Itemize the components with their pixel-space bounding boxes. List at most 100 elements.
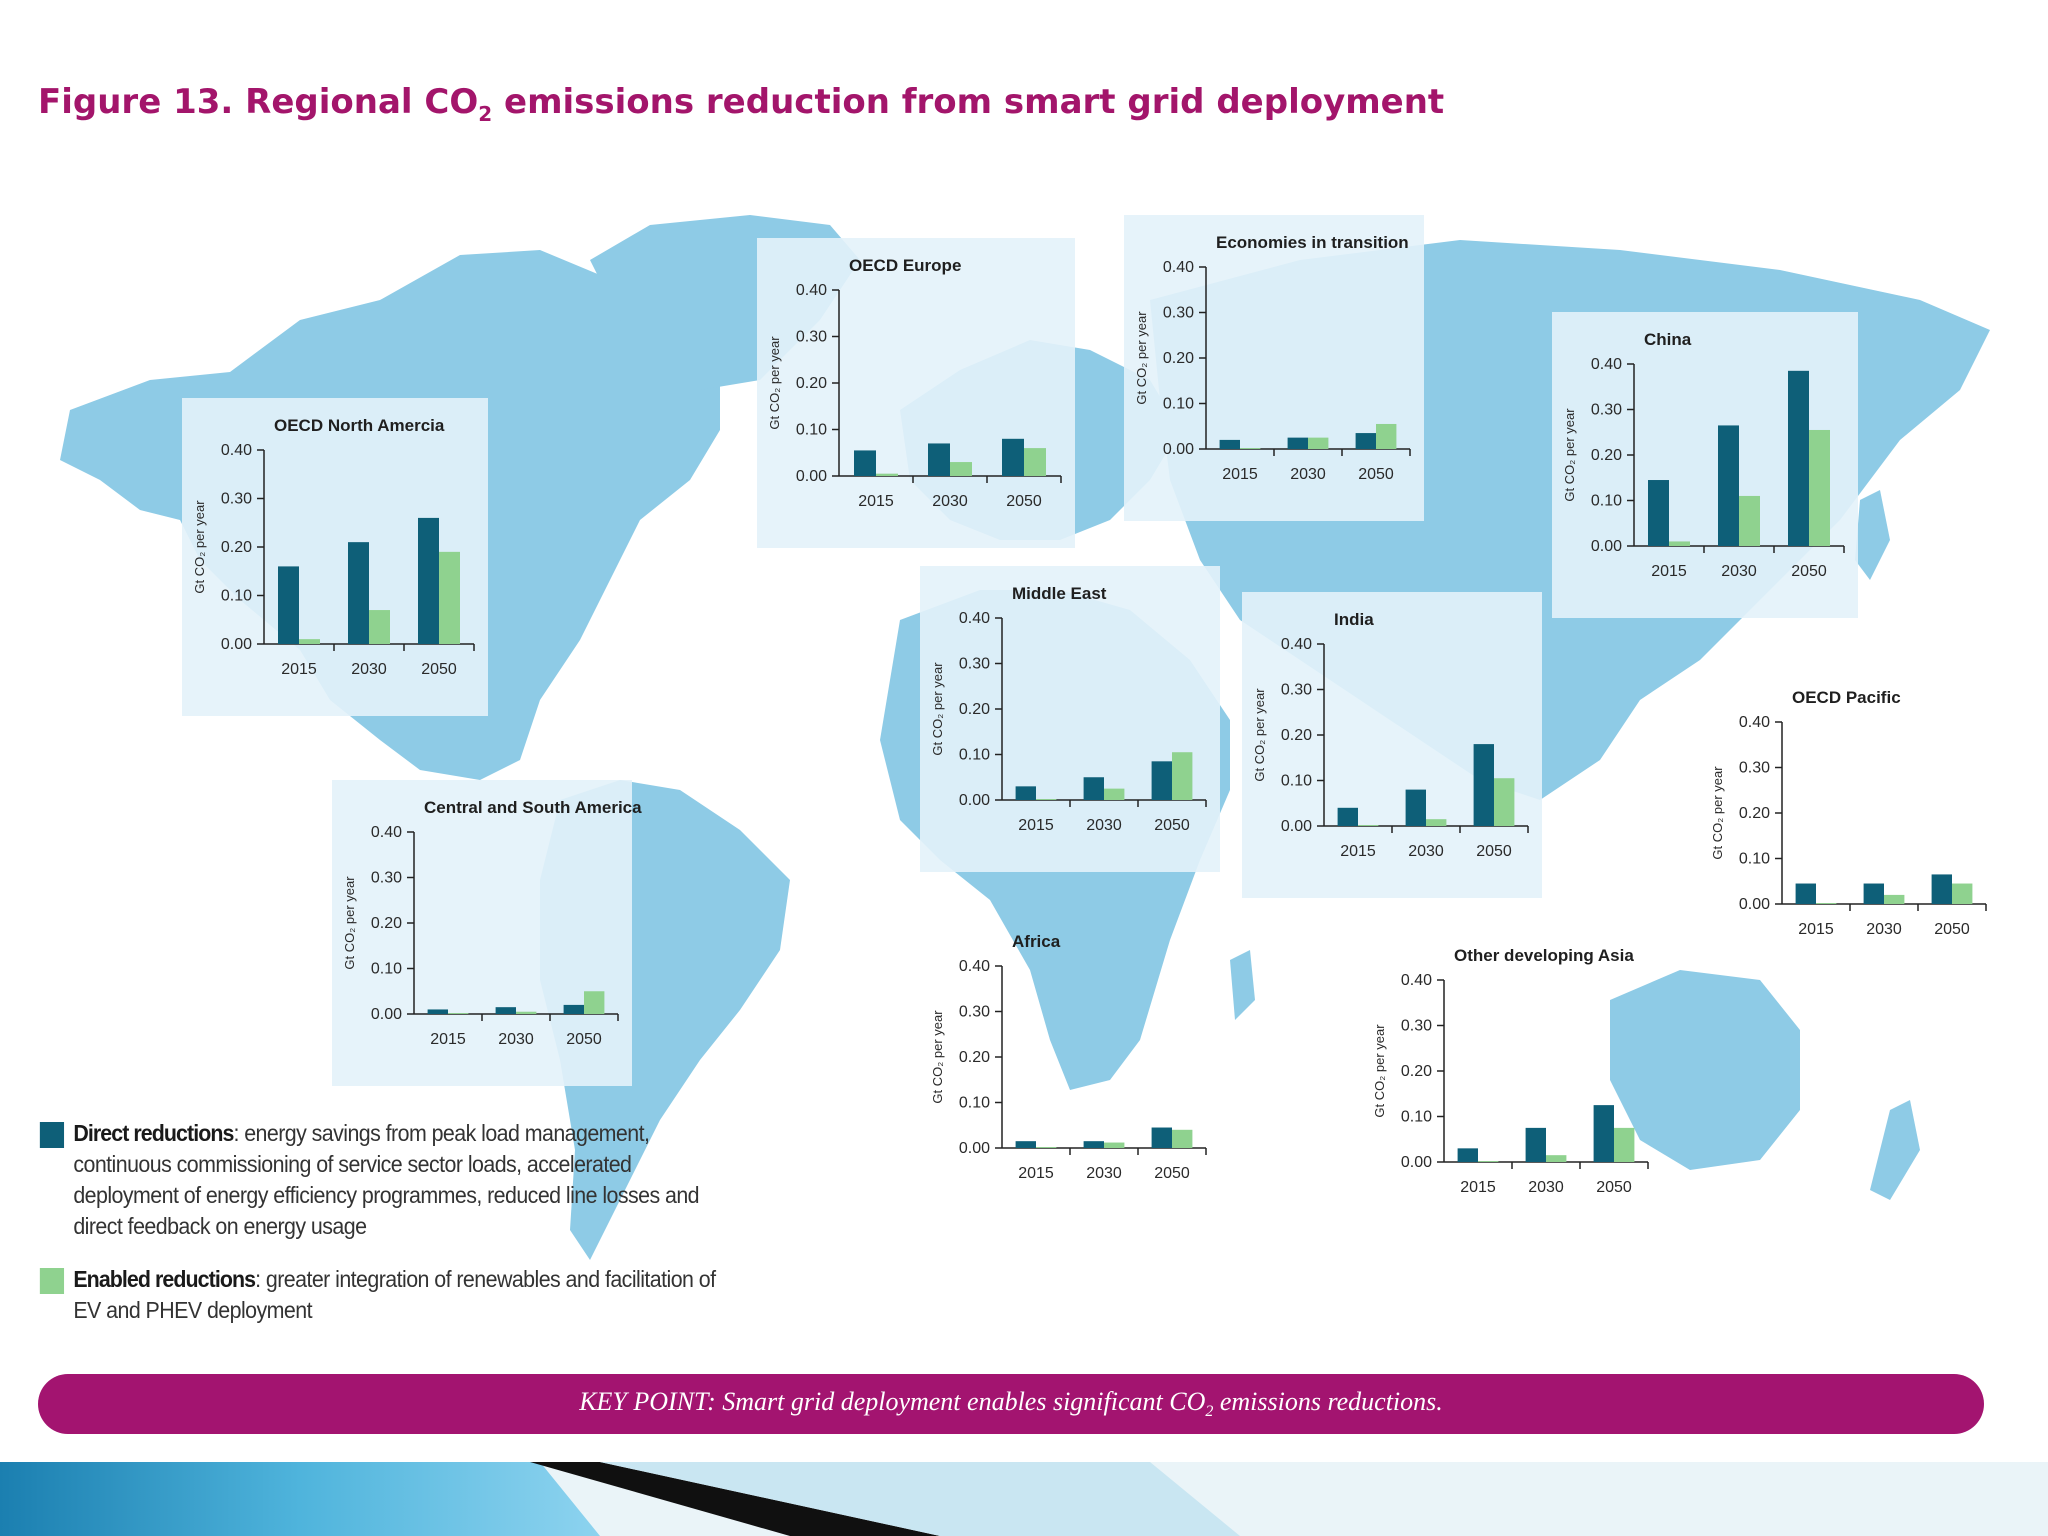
legend-name-direct: Direct reductions	[73, 1120, 234, 1146]
bar-enabled-2030	[1546, 1155, 1567, 1162]
slide-footer-decoration	[0, 1462, 2048, 1536]
y-tick-label: 0.10	[1163, 396, 1194, 413]
y-tick-label: 0.40	[1739, 714, 1770, 731]
bar-enabled-2015	[1036, 799, 1057, 800]
legend-desc-enabled: : greater integration of renewables and …	[73, 1266, 716, 1323]
y-tick-label: 0.40	[959, 958, 990, 975]
y-tick-label: 0.20	[221, 539, 252, 556]
x-tick-label: 2015	[281, 661, 317, 678]
x-tick-label: 2030	[1408, 843, 1444, 860]
bar-direct-2015	[1457, 1148, 1478, 1162]
bar-direct-2015	[278, 566, 299, 644]
y-axis-label: Gt CO₂ per year	[1134, 311, 1149, 405]
bar-enabled-2030	[1104, 1142, 1125, 1148]
legend-desc-direct: : energy savings from peak load manageme…	[73, 1120, 700, 1239]
y-axis-label: Gt CO₂ per year	[1562, 408, 1577, 502]
chart-title: India	[1334, 610, 1374, 629]
y-tick-label: 0.10	[221, 588, 252, 605]
bar-enabled-2015	[1669, 541, 1690, 546]
y-tick-label: 0.00	[1163, 441, 1194, 458]
x-tick-label: 2030	[1528, 1179, 1564, 1196]
y-tick-label: 0.00	[1739, 896, 1770, 913]
bar-direct-2030	[1083, 1141, 1104, 1148]
y-tick-label: 0.10	[1401, 1109, 1432, 1126]
chart-india: 0.00 0.10 0.20 0.30 0.40 Gt CO₂ per year 2015 2…	[1242, 592, 1542, 898]
y-tick-label: 0.40	[371, 824, 402, 841]
bar-direct-2015	[1648, 480, 1669, 546]
bar-direct-2050	[1788, 370, 1809, 546]
y-tick-label: 0.30	[1739, 760, 1770, 777]
bar-direct-2015	[1015, 1141, 1036, 1148]
bar-direct-2030	[928, 443, 950, 476]
chart-svg-middle-east: 0.00 0.10 0.20 0.30 0.40 Gt CO₂ per year 2015 2…	[920, 566, 1220, 872]
bar-enabled-2030	[950, 462, 972, 476]
x-tick-label: 2030	[1086, 1165, 1122, 1182]
legend-swatch-enabled	[39, 1268, 65, 1294]
y-tick-label: 0.20	[1281, 727, 1312, 744]
chart-svg-africa: 0.00 0.10 0.20 0.30 0.40 Gt CO₂ per year 2015 2…	[930, 958, 1207, 1182]
chart-svg-china: 0.00 0.10 0.20 0.30 0.40 Gt CO₂ per year 2015 2…	[1552, 312, 1858, 618]
bar-enabled-2015	[1358, 825, 1379, 826]
y-tick-label: 0.30	[959, 1004, 990, 1021]
chart-svg-oecd-north-amercia: 0.00 0.10 0.20 0.30 0.40 Gt CO₂ per year 2015 2…	[182, 398, 488, 716]
bar-direct-2030	[495, 1007, 516, 1014]
figure-title: Figure 13. Regional CO2 emissions reduct…	[38, 82, 1445, 126]
bar-direct-2050	[1593, 1105, 1614, 1162]
x-tick-label: 2015	[430, 1031, 466, 1048]
bar-enabled-2015	[876, 473, 898, 476]
bar-direct-2015	[1015, 786, 1036, 800]
bar-enabled-2030	[1426, 819, 1447, 826]
y-axis-label: Gt CO₂ per year	[1710, 766, 1725, 860]
y-tick-label: 0.30	[1163, 305, 1194, 322]
chart-other-developing-asia: 0.00 0.10 0.20 0.30 0.40 Gt CO₂ per year 2015 2…	[1362, 928, 1662, 1234]
y-tick-label: 0.20	[371, 915, 402, 932]
chart-svg-oecd-pacific: 0.00 0.10 0.20 0.30 0.40 Gt CO₂ per year 2015 2…	[1710, 714, 1987, 938]
y-tick-label: 0.10	[1739, 851, 1770, 868]
bar-direct-2050	[1151, 1127, 1172, 1148]
x-tick-label: 2015	[1460, 1179, 1496, 1196]
x-tick-label: 2050	[566, 1031, 602, 1048]
bar-direct-2050	[1931, 874, 1952, 904]
chart-title: OECD North Amercia	[274, 416, 445, 435]
bar-direct-2030	[1525, 1127, 1546, 1162]
chart-svg-central-and-south-america: 0.00 0.10 0.20 0.30 0.40 Gt CO₂ per year 2015 2…	[332, 780, 632, 1086]
y-tick-label: 0.10	[959, 747, 990, 764]
x-tick-label: 2015	[1222, 466, 1258, 483]
x-tick-label: 2030	[1086, 817, 1122, 834]
x-tick-label: 2050	[1006, 493, 1042, 510]
x-tick-label: 2015	[1018, 817, 1054, 834]
y-tick-label: 0.30	[371, 870, 402, 887]
x-tick-label: 2050	[1154, 817, 1190, 834]
y-axis-label: Gt CO₂ per year	[767, 336, 782, 430]
chart-svg-india: 0.00 0.10 0.20 0.30 0.40 Gt CO₂ per year 2015 2…	[1242, 592, 1542, 898]
bar-direct-2030	[1405, 789, 1426, 826]
chart-panel-bg	[920, 566, 1220, 872]
y-tick-label: 0.10	[1281, 773, 1312, 790]
y-axis-label: Gt CO₂ per year	[342, 876, 357, 970]
bar-enabled-2050	[1172, 752, 1193, 800]
chart-oecd-pacific: 0.00 0.10 0.20 0.30 0.40 Gt CO₂ per year 2015 2…	[1700, 670, 2000, 976]
chart-panel-bg	[757, 238, 1075, 548]
x-tick-label: 2030	[1866, 921, 1902, 938]
y-tick-label: 0.00	[1401, 1154, 1432, 1171]
bar-enabled-2030	[1884, 894, 1905, 904]
y-tick-label: 0.20	[1591, 447, 1622, 464]
legend: Direct reductions: energy savings from p…	[38, 1118, 716, 1348]
bar-direct-2015	[1337, 807, 1358, 826]
y-tick-label: 0.10	[796, 422, 827, 439]
y-axis-label: Gt CO₂ per year	[192, 500, 207, 594]
chart-panel-bg	[332, 780, 632, 1086]
bar-direct-2015	[427, 1009, 448, 1014]
chart-china: 0.00 0.10 0.20 0.30 0.40 Gt CO₂ per year 2015 2…	[1552, 312, 1858, 618]
x-tick-label: 2030	[351, 661, 387, 678]
chart-title: OECD Pacific	[1792, 688, 1901, 707]
map-australia	[1610, 970, 1800, 1170]
y-tick-label: 0.10	[1591, 493, 1622, 510]
bar-enabled-2015	[1240, 448, 1261, 449]
y-tick-label: 0.20	[1163, 350, 1194, 367]
y-tick-label: 0.40	[796, 282, 827, 299]
bar-direct-2015	[1219, 439, 1240, 449]
bar-direct-2030	[1287, 437, 1308, 449]
y-tick-label: 0.00	[959, 792, 990, 809]
y-tick-label: 0.00	[1281, 818, 1312, 835]
